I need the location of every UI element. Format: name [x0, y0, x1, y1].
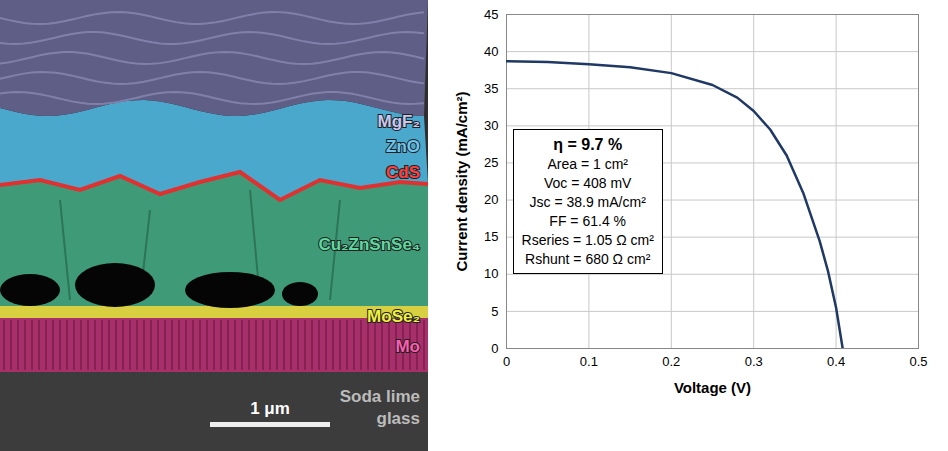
svg-text:0.3: 0.3: [745, 354, 763, 369]
svg-text:MoSe₂: MoSe₂: [367, 307, 420, 326]
svg-text:ZnO: ZnO: [386, 137, 420, 156]
svg-text:0.1: 0.1: [580, 354, 598, 369]
svg-text:15: 15: [484, 229, 498, 244]
html-text:η = 9.7 %: η = 9.7 %: [553, 136, 623, 153]
svg-text:0.2: 0.2: [662, 354, 680, 369]
svg-text:25: 25: [484, 155, 498, 170]
svg-text:0.4: 0.4: [827, 354, 845, 369]
svg-text:0.5: 0.5: [909, 354, 927, 369]
svg-text:CdS: CdS: [386, 163, 420, 182]
html-text:Rshunt = 680 Ω cm²: Rshunt = 680 Ω cm²: [525, 251, 651, 267]
svg-text:0: 0: [491, 341, 498, 356]
svg-text:1 μm: 1 μm: [250, 399, 290, 418]
svg-text:Cu₂ZnSnSe₄: Cu₂ZnSnSe₄: [318, 235, 420, 254]
svg-text:45: 45: [484, 7, 498, 22]
html-text:Rseries = 1.05 Ω cm²: Rseries = 1.05 Ω cm²: [521, 232, 654, 248]
svg-text:0: 0: [503, 354, 510, 369]
svg-text:MgF₂: MgF₂: [378, 112, 420, 131]
svg-text:20: 20: [484, 192, 498, 207]
svg-text:Voltage (V): Voltage (V): [674, 379, 751, 396]
svg-text:5: 5: [491, 304, 498, 319]
html-text:Jsc = 38.9 mA/cm²: Jsc = 38.9 mA/cm²: [529, 194, 646, 210]
svg-text:35: 35: [484, 81, 498, 96]
html-text:Voc = 408 mV: Voc = 408 mV: [543, 175, 632, 191]
svg-text:Current density (mA/cm²): Current density (mA/cm²): [453, 91, 470, 271]
svg-text:Mo: Mo: [395, 337, 420, 356]
html-text:FF = 61.4 %: FF = 61.4 %: [549, 213, 626, 229]
svg-text:glass: glass: [377, 409, 420, 428]
svg-text:Soda lime: Soda lime: [340, 387, 420, 406]
html-text:Area = 1 cm²: Area = 1 cm²: [547, 156, 628, 172]
svg-text:30: 30: [484, 118, 498, 133]
svg-text:10: 10: [484, 266, 498, 281]
svg-text:40: 40: [484, 44, 498, 59]
